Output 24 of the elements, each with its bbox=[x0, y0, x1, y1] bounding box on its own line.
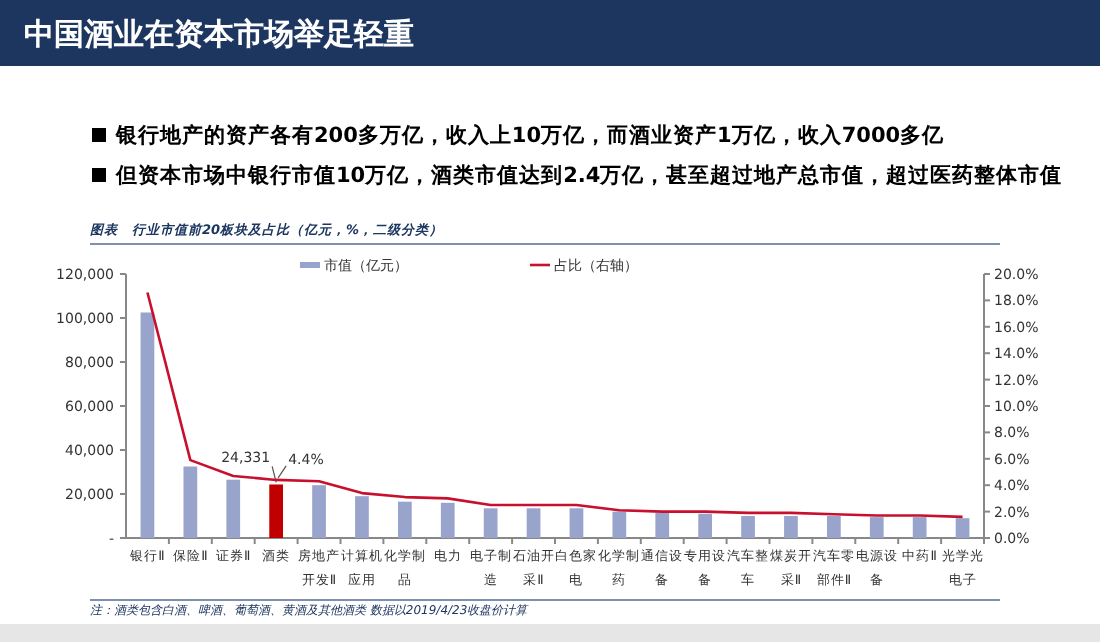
bar bbox=[912, 517, 927, 538]
bar bbox=[140, 312, 155, 538]
bar bbox=[312, 485, 326, 538]
bar bbox=[569, 508, 584, 538]
bar bbox=[698, 513, 713, 538]
line-series bbox=[146, 291, 964, 519]
bar bbox=[397, 501, 412, 538]
bar bbox=[784, 516, 798, 538]
bar bbox=[440, 502, 455, 538]
bar bbox=[955, 518, 970, 538]
bar bbox=[655, 512, 670, 538]
bar bbox=[826, 516, 841, 538]
bar bbox=[355, 496, 369, 538]
chart-title: 中国酒业在资本市场举足轻重 bbox=[24, 16, 414, 52]
bar bbox=[612, 511, 627, 538]
bar bbox=[741, 516, 755, 538]
bar bbox=[226, 479, 241, 538]
text: 但资本市场中银行市值10万亿，酒类市值达到2.4万亿，甚至超过地产总市值，超过医药整体市值 bbox=[114, 162, 1063, 188]
bar bbox=[526, 508, 541, 538]
bar bbox=[183, 466, 198, 538]
bar bbox=[483, 508, 498, 538]
text: 银行地产的资产各有200多万亿，收入上10万亿，而酒业资产1万亿，收入7000多亿 bbox=[114, 122, 947, 148]
bar bbox=[869, 517, 884, 538]
bar bbox=[269, 484, 284, 538]
